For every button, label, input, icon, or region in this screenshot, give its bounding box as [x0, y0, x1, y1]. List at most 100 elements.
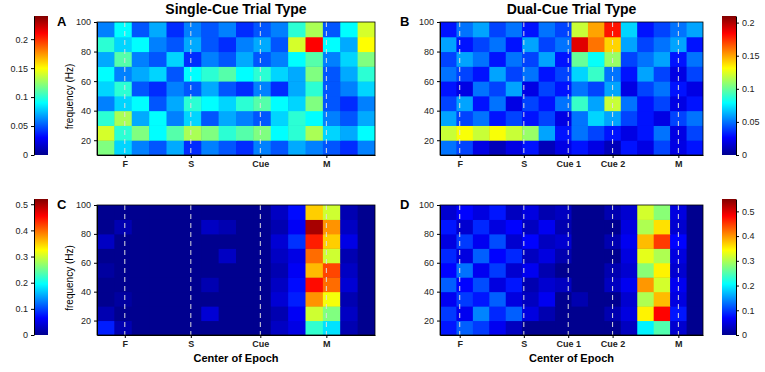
heat-cell [271, 219, 289, 234]
heat-cell [687, 321, 703, 335]
heat-cell [323, 52, 341, 67]
tick-mark [568, 155, 569, 158]
panel-letter: C [57, 197, 67, 212]
tick-label: 0.3 [742, 256, 755, 266]
tick-mark [31, 97, 34, 98]
heat-cell [323, 205, 341, 220]
heat-cell [288, 321, 306, 335]
heat-cell [539, 263, 556, 278]
plot-area [97, 22, 375, 155]
heat-cell [555, 66, 572, 81]
tick-label: 0.5 [742, 207, 755, 217]
heat-cell [323, 125, 341, 140]
heat-cell [132, 125, 150, 140]
event-line [568, 22, 569, 155]
heat-cell [306, 125, 324, 140]
heat-cell [288, 140, 306, 155]
x-tick: Cue [252, 335, 269, 349]
heat-cell [149, 205, 167, 220]
tick-mark [94, 205, 97, 206]
heat-cell [654, 306, 671, 321]
heat-cell [539, 140, 556, 155]
tick-label: 60 [81, 76, 91, 86]
heat-cell [340, 140, 358, 155]
heat-cell [253, 219, 271, 234]
heat-cell [473, 66, 490, 81]
heat-cell [323, 248, 341, 263]
heat-cell [358, 111, 375, 126]
y-tick: 80 [424, 229, 440, 239]
heat-cell [539, 321, 556, 335]
heat-cell [456, 66, 473, 81]
y-tick: 20 [81, 136, 97, 146]
tick-mark [31, 257, 34, 258]
heat-cell [473, 306, 490, 321]
event-line [260, 22, 261, 155]
colorbar-tick: 0.15 [10, 64, 34, 74]
heat-cell [271, 111, 289, 126]
heat-cell [149, 219, 167, 234]
x-tick: F [457, 155, 463, 169]
heat-cell [236, 263, 254, 278]
tick-label: 60 [424, 258, 434, 268]
heat-cell [306, 140, 324, 155]
colorbar-tick: 0 [23, 150, 34, 160]
heat-cell [473, 277, 490, 292]
heat-cell [588, 125, 605, 140]
heat-cell [201, 140, 219, 155]
heat-cell [201, 205, 219, 220]
heat-cell [201, 22, 219, 37]
tick-label: 0.15 [10, 64, 28, 74]
heat-cell [306, 37, 324, 52]
heat-cell [253, 81, 271, 96]
heat-cell [621, 219, 638, 234]
heat-cell [637, 292, 654, 307]
heat-cell [236, 81, 254, 96]
heat-cell [473, 22, 490, 37]
heat-cell [506, 22, 523, 37]
colorbar-tick: 0.2 [15, 35, 34, 45]
heat-cell [236, 52, 254, 67]
heat-cell [97, 125, 115, 140]
heat-cell [687, 219, 703, 234]
axis-line [440, 206, 441, 336]
heat-cell [489, 205, 506, 220]
plot-frame [440, 205, 703, 335]
heat-cell [340, 66, 358, 81]
heat-cell [522, 219, 539, 234]
heat-cell [489, 306, 506, 321]
heat-cell [132, 111, 150, 126]
heat-cell [456, 248, 473, 263]
heat-cell [539, 66, 556, 81]
heat-cell [184, 234, 202, 249]
heat-cell [621, 111, 638, 126]
heat-cell [456, 263, 473, 278]
heat-cell [323, 140, 341, 155]
heat-cell [522, 205, 539, 220]
x-axis-title: Center of Epoch [529, 352, 614, 364]
heat-cell [271, 81, 289, 96]
panel-letter: B [400, 14, 409, 29]
tick-mark [31, 126, 34, 127]
heat-cell [132, 22, 150, 37]
heat-cell [440, 37, 457, 52]
tick-mark [437, 292, 440, 293]
tick-mark [736, 122, 739, 123]
heat-cell [167, 205, 185, 220]
heat-cell [306, 306, 324, 321]
heat-cell [323, 292, 341, 307]
tick-mark [736, 56, 739, 57]
heat-cell [184, 96, 202, 111]
event-line [326, 205, 327, 335]
y-tick: 80 [81, 47, 97, 57]
heat-cell [506, 96, 523, 111]
heat-cell [236, 219, 254, 234]
heat-cell [323, 277, 341, 292]
heat-cell [358, 292, 375, 307]
heat-cell [358, 22, 375, 37]
heat-cell [539, 22, 556, 37]
heat-cell [621, 22, 638, 37]
heat-cell [687, 263, 703, 278]
heat-cell [456, 22, 473, 37]
heat-cell [201, 248, 219, 263]
